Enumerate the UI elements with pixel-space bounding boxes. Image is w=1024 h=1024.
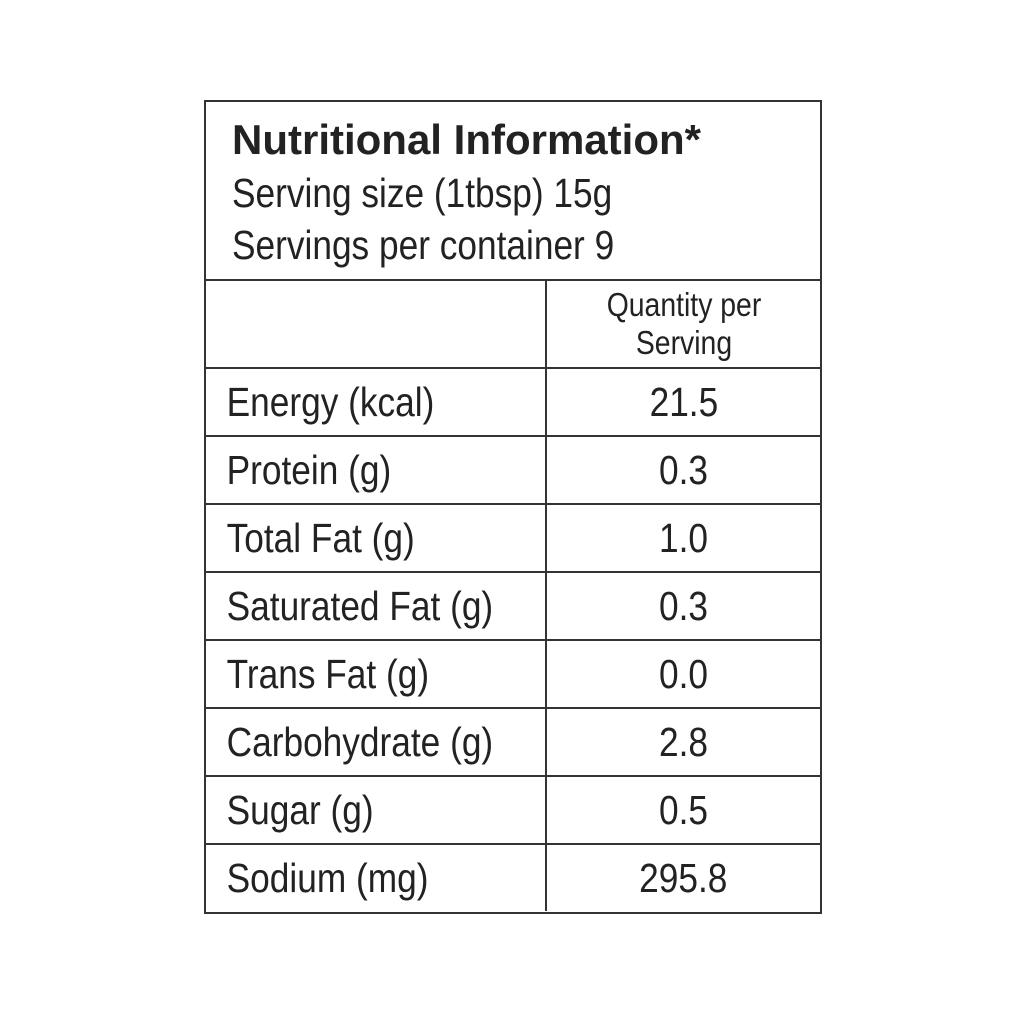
nutrient-row: Sodium (mg) 295.8 — [206, 845, 820, 911]
label-header: Nutritional Information* Serving size (1… — [206, 102, 820, 281]
nutrient-row: Carbohydrate (g) 2.8 — [206, 709, 820, 777]
nutrient-cell: Carbohydrate (g) — [206, 709, 547, 775]
quantity-cell: 0.3 — [547, 573, 820, 639]
nutrient-quantity: 21.5 — [649, 378, 718, 425]
nutrient-name: Sugar (g) — [226, 786, 374, 833]
nutrient-quantity: 295.8 — [639, 854, 728, 901]
nutrient-name: Trans Fat (g) — [226, 650, 430, 697]
nutrient-name: Total Fat (g) — [226, 514, 415, 561]
serving-size: Serving size (1tbsp) 15g — [232, 170, 613, 216]
nutrient-name: Protein (g) — [226, 446, 392, 493]
column-header: Quantity per Serving — [606, 286, 761, 361]
nutrient-quantity: 0.3 — [658, 446, 709, 493]
nutrient-quantity: 1.0 — [658, 514, 709, 561]
nutrient-cell: Protein (g) — [206, 437, 547, 503]
nutrient-name: Saturated Fat (g) — [226, 582, 494, 629]
title: Nutritional Information* — [232, 116, 701, 163]
quantity-cell: 0.3 — [547, 437, 820, 503]
column-header-cell: Quantity per Serving — [547, 281, 820, 367]
nutrient-row: Total Fat (g) 1.0 — [206, 505, 820, 573]
nutrient-cell: Trans Fat (g) — [206, 641, 547, 707]
quantity-cell: 295.8 — [547, 845, 820, 911]
quantity-cell: 1.0 — [547, 505, 820, 571]
nutrient-cell: Sodium (mg) — [206, 845, 547, 911]
nutrient-row: Saturated Fat (g) 0.3 — [206, 573, 820, 641]
nutrient-cell: Saturated Fat (g) — [206, 573, 547, 639]
quantity-cell: 0.5 — [547, 777, 820, 843]
nutrient-quantity: 0.5 — [658, 786, 709, 833]
nutrient-quantity: 0.0 — [658, 650, 709, 697]
nutrient-quantity: 0.3 — [658, 582, 709, 629]
quantity-cell: 21.5 — [547, 369, 820, 435]
quantity-cell: 0.0 — [547, 641, 820, 707]
nutrient-name: Energy (kcal) — [226, 378, 435, 425]
nutrient-cell: Energy (kcal) — [206, 369, 547, 435]
nutrient-name: Carbohydrate (g) — [226, 718, 494, 765]
nutrient-row: Protein (g) 0.3 — [206, 437, 820, 505]
nutrition-label: Nutritional Information* Serving size (1… — [204, 100, 822, 914]
nutrient-row: Energy (kcal) 21.5 — [206, 369, 820, 437]
nutrient-cell: Sugar (g) — [206, 777, 547, 843]
column-header-row: Quantity per Serving — [206, 281, 820, 369]
nutrient-name: Sodium (mg) — [226, 854, 429, 901]
nutrient-quantity: 2.8 — [658, 718, 709, 765]
nutrient-cell: Total Fat (g) — [206, 505, 547, 571]
nutrient-row: Sugar (g) 0.5 — [206, 777, 820, 845]
quantity-cell: 2.8 — [547, 709, 820, 775]
servings-per-container: Servings per container 9 — [232, 222, 615, 268]
nutrient-row: Trans Fat (g) 0.0 — [206, 641, 820, 709]
column-header-cell — [206, 281, 547, 367]
